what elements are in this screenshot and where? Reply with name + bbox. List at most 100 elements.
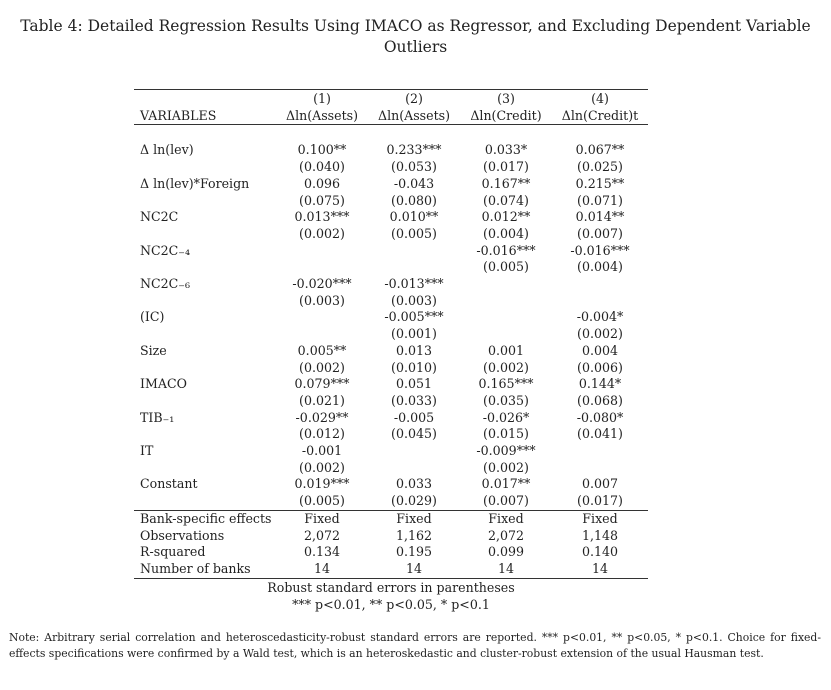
statistic-cell: Fixed (368, 509, 460, 528)
standard-error-row: (0.021) (0.033) (0.035) (0.068) (134, 393, 648, 410)
coefficient-row: Size 0.005** 0.013 0.001 0.004 (134, 343, 648, 360)
variable-name: NC2C₋₄ (140, 242, 190, 258)
variable-name: Constant (140, 476, 198, 492)
standard-error-cell: (0.010) (391, 359, 437, 375)
statistic-cell: 14 (552, 560, 648, 579)
coefficient-cell: 0.033 (395, 476, 433, 492)
dependent-var-header: Δln(Assets) (368, 107, 460, 126)
coefficient-row: NC2C₋₄ -0.016*** -0.016*** (134, 243, 648, 260)
coefficient-cell: 0.013 (395, 342, 433, 358)
standard-error-cell: (0.007) (577, 225, 623, 241)
statistic-cell: 14 (368, 560, 460, 579)
standard-error-row: (0.075) (0.080) (0.074) (0.071) (134, 193, 648, 210)
standard-error-cell (368, 259, 460, 276)
standard-error-cell (552, 293, 648, 310)
standard-error-cell: (0.029) (391, 493, 437, 509)
caption-line-2: Outliers (383, 38, 448, 56)
statistic-cell: 1,162 (395, 527, 433, 543)
statistic-row: R-squared 0.134 0.195 0.099 0.140 (134, 544, 648, 561)
coefficient-row: IT -0.001 -0.009*** (134, 443, 648, 460)
variable-name: Δ ln(lev)*Foreign (140, 175, 250, 191)
coefficient-cell: -0.026* (482, 409, 530, 425)
coefficient-cell: -0.020*** (292, 276, 352, 292)
standard-error-cell: (0.080) (391, 192, 437, 208)
coefficient-row: Constant 0.019*** 0.033 0.017** 0.007 (134, 476, 648, 493)
standard-error-cell: (0.017) (483, 159, 529, 175)
statistic-name: Number of banks (134, 560, 276, 579)
variable-name: NC2C (140, 209, 179, 225)
statistic-cell: Fixed (460, 509, 552, 528)
statistics-body: Bank-specific effects Fixed Fixed Fixed Fixe… (134, 509, 648, 579)
coefficient-cell (368, 443, 460, 460)
statistic-cell: 2,072 (487, 527, 525, 543)
robust-se-note: Robust standard errors in parentheses (267, 580, 515, 595)
coefficient-cell (368, 243, 460, 260)
coefficient-cell: 0.100** (297, 142, 347, 158)
coefficient-cell: -0.080* (576, 409, 624, 425)
coefficient-body: Δ ln(lev) 0.100** 0.233*** 0.033* 0.067** (0.… (134, 142, 648, 510)
coefficient-cell: 0.007 (581, 476, 619, 492)
standard-error-cell: (0.002) (483, 459, 529, 475)
statistic-cell: 1,148 (581, 527, 619, 543)
standard-error-cell: (0.005) (483, 259, 529, 275)
footnote: Note: Arbitrary serial correlation and h… (9, 631, 821, 660)
coefficient-cell (276, 243, 368, 260)
significance-note: *** p<0.01, ** p<0.05, * p<0.1 (292, 596, 490, 612)
dependent-var-header: Δln(Credit) (460, 107, 552, 126)
statistic-cell: 0.134 (303, 544, 341, 560)
coefficient-cell: 0.001 (487, 342, 525, 358)
variable-name: Δ ln(lev) (140, 142, 194, 158)
coefficient-cell (276, 309, 368, 326)
coefficient-row: TIB₋₁ -0.029** -0.005 -0.026* -0.080* (134, 410, 648, 427)
table-notes: Robust standard errors in parentheses **… (134, 580, 648, 613)
standard-error-cell: (0.005) (391, 225, 437, 241)
statistic-cell: Fixed (552, 509, 648, 528)
standard-error-row: (0.002) (0.005) (0.004) (0.007) (134, 226, 648, 243)
standard-error-row: (0.002) (0.002) (134, 460, 648, 477)
standard-error-cell: (0.015) (483, 426, 529, 442)
coefficient-cell (460, 309, 552, 326)
statistic-cell: 14 (276, 560, 368, 579)
standard-error-cell: (0.021) (299, 392, 345, 408)
standard-error-row: (0.005) (0.004) (134, 259, 648, 276)
coefficient-row: Δ ln(lev) 0.100** 0.233*** 0.033* 0.067** (134, 142, 648, 159)
dependent-var-header: Δln(Credit)t (552, 107, 648, 126)
standard-error-cell: (0.074) (483, 192, 529, 208)
variable-name: (IC) (140, 309, 165, 325)
coefficient-cell: 0.014** (575, 209, 625, 225)
coefficient-cell: -0.005*** (384, 309, 444, 325)
standard-error-cell: (0.053) (391, 159, 437, 175)
standard-error-row: (0.005) (0.029) (0.007) (0.017) (134, 493, 648, 510)
standard-error-cell: (0.002) (299, 459, 345, 475)
coefficient-row: (IC) -0.005*** -0.004* (134, 309, 648, 326)
model-number: (4) (591, 91, 609, 106)
statistic-name: R-squared (140, 544, 206, 560)
standard-error-row: (0.001) (0.002) (134, 326, 648, 343)
variable-name: NC2C₋₆ (140, 276, 190, 292)
coefficient-cell: -0.016*** (570, 242, 630, 258)
standard-error-cell: (0.035) (483, 392, 529, 408)
coefficient-cell: 0.167** (481, 175, 531, 191)
coefficient-cell: -0.043 (393, 175, 435, 191)
table-top-rule (134, 89, 648, 91)
header-gap (134, 125, 648, 143)
caption-line-1: Table 4: Detailed Regression Results Usi… (20, 17, 811, 35)
table-caption: Table 4: Detailed Regression Results Usi… (10, 16, 821, 58)
statistic-row: Bank-specific effects Fixed Fixed Fixed Fixe… (134, 509, 648, 528)
coefficient-cell: -0.005 (393, 409, 435, 425)
standard-error-cell: (0.071) (577, 192, 623, 208)
coefficient-cell: -0.001 (301, 443, 343, 459)
coefficient-cell: 0.067** (575, 142, 625, 158)
model-number: (1) (313, 91, 331, 106)
standard-error-cell: (0.033) (391, 392, 437, 408)
coefficient-cell: 0.233*** (386, 142, 442, 158)
coefficient-cell: 0.033* (484, 142, 528, 158)
standard-error-cell: (0.012) (299, 426, 345, 442)
statistic-row: Observations 2,072 1,162 2,072 1,148 (134, 528, 648, 545)
coefficient-cell (460, 276, 552, 293)
standard-error-cell (276, 326, 368, 343)
coefficient-cell: 0.215** (575, 175, 625, 191)
coefficient-cell: 0.013*** (294, 209, 350, 225)
coefficient-cell: -0.004* (576, 309, 624, 325)
coefficient-row: IMACO 0.079*** 0.051 0.165*** 0.144* (134, 376, 648, 393)
